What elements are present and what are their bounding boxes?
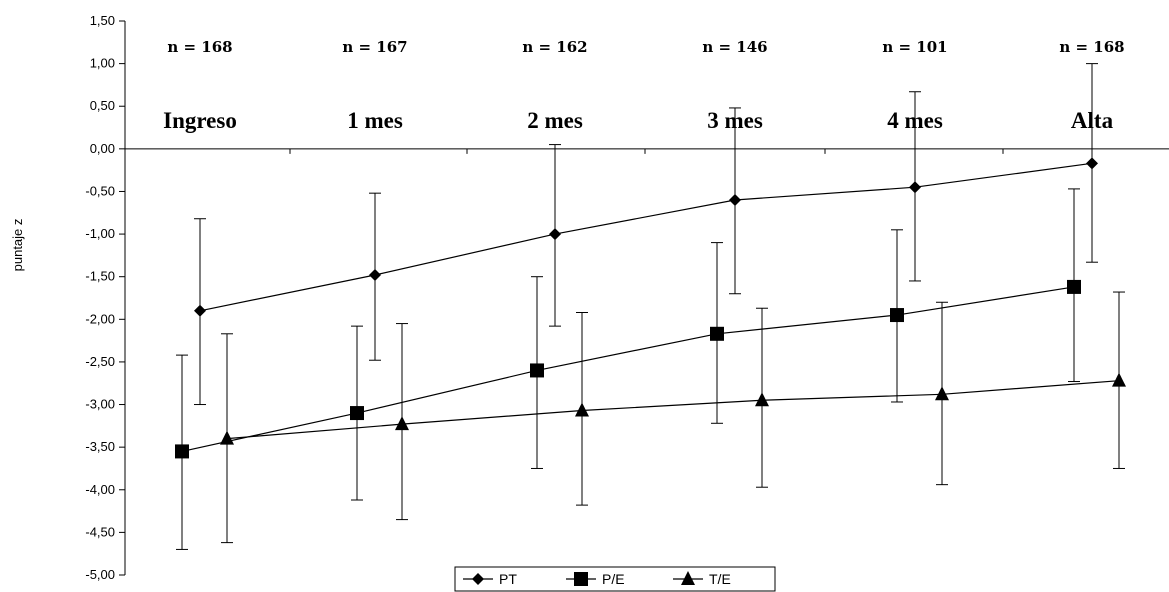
data-point <box>175 444 189 459</box>
data-point <box>909 181 921 194</box>
legend-label: P/E <box>602 571 625 587</box>
data-point <box>549 228 561 241</box>
n-label: n = 167 <box>342 38 407 56</box>
legend-label: PT <box>499 571 517 587</box>
y-tick-label: -0,50 <box>85 183 115 198</box>
y-tick-label: -3,00 <box>85 397 115 412</box>
legend-box <box>454 566 776 592</box>
y-tick-label: -3,50 <box>85 439 115 454</box>
series-line <box>181 286 1075 453</box>
n-label: n = 146 <box>702 38 767 56</box>
y-tick-label: 0,00 <box>90 141 115 156</box>
legend-marker <box>472 573 484 585</box>
data-point <box>575 402 589 417</box>
y-tick-label: 0,50 <box>90 98 115 113</box>
series-p-e <box>175 188 1081 550</box>
category-label: 1 mes <box>347 108 403 133</box>
chart-axes: 1,50 1,00 0,50 0,00 -0,50 -1,00 -1,50 -2,00 -2,5… <box>85 13 1169 582</box>
data-point <box>710 326 724 341</box>
y-tick-label: -4,00 <box>85 482 115 497</box>
data-point <box>220 430 234 445</box>
y-tick-label: -5,00 <box>85 567 115 582</box>
y-tick-label: -2,50 <box>85 354 115 369</box>
chart-series <box>175 63 1126 550</box>
data-point <box>755 392 769 407</box>
category-label: 2 mes <box>527 108 583 133</box>
y-tick-label: -1,50 <box>85 269 115 284</box>
series-line <box>199 162 1093 312</box>
series-t-e <box>220 291 1126 544</box>
data-point <box>890 308 904 323</box>
category-label: Ingreso <box>163 108 237 133</box>
y-tick-label: 1,50 <box>90 13 115 28</box>
n-label: n = 101 <box>882 38 947 56</box>
n-label: n = 168 <box>1059 38 1124 56</box>
data-point <box>369 268 381 281</box>
y-tick-label: -1,00 <box>85 226 115 241</box>
data-point <box>194 304 206 317</box>
data-point <box>1112 372 1126 387</box>
data-point <box>1086 157 1098 170</box>
data-point <box>1067 279 1081 294</box>
data-point <box>350 406 364 421</box>
legend: PT P/E T/E <box>454 566 776 592</box>
legend-marker <box>681 571 695 585</box>
n-label: n = 168 <box>167 38 232 56</box>
chart-annotations: n = 168 Ingreso n = 167 1 mes n = 162 2 mes n … <box>163 38 1124 133</box>
y-tick-label: -4,50 <box>85 524 115 539</box>
y-tick-label: 1,00 <box>90 56 115 71</box>
n-label: n = 162 <box>522 38 587 56</box>
data-point <box>729 193 741 206</box>
y-tick-label: -2,00 <box>85 311 115 326</box>
data-point <box>530 363 544 378</box>
series-line <box>226 380 1120 440</box>
legend-label: T/E <box>709 571 731 587</box>
data-point <box>395 416 409 431</box>
legend-marker <box>574 572 588 586</box>
series-pt <box>194 63 1098 406</box>
data-point <box>935 386 949 401</box>
y-axis-title: puntaje z <box>10 219 25 272</box>
